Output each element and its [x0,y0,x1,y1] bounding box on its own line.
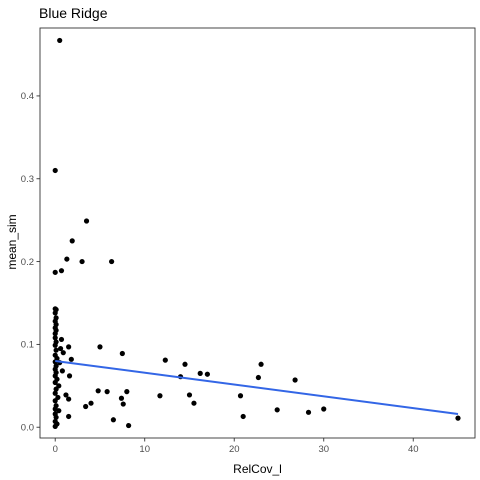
x-axis-title: RelCov_l [233,462,282,476]
y-tick-label: 0.4 [21,91,34,102]
data-point [57,37,63,44]
x-tick-label: 20 [229,444,240,455]
x-tick-label: 40 [408,444,419,455]
data-point [110,417,116,423]
data-point [52,398,58,404]
data-point [120,401,126,407]
data-point [60,350,66,356]
data-point [292,377,298,383]
data-point [124,389,130,395]
data-point [305,409,312,415]
x-tick-label: 0 [53,444,58,455]
data-point [52,167,58,174]
data-point [119,350,125,357]
data-point [53,386,59,392]
data-point [255,374,261,381]
data-point [52,331,58,337]
data-point [197,370,203,376]
data-point [52,379,58,386]
trend-line [55,359,459,415]
data-point [109,258,115,265]
data-point [97,344,103,350]
x-tick-label: 30 [318,444,329,455]
data-point [237,393,244,399]
data-point [126,422,132,429]
data-point [83,218,90,224]
y-tick-label: 0.0 [21,423,34,434]
data-point [52,310,58,316]
x-axis: 0 10 20 30 40 [53,438,419,455]
data-points [52,37,461,430]
data-point [52,423,58,430]
data-point [57,345,64,352]
data-point [321,406,327,412]
data-point [66,396,72,402]
data-point [66,413,72,420]
data-point [182,361,188,367]
y-tick-label: 0.3 [21,174,34,185]
data-point [191,400,197,406]
data-point [53,347,59,353]
data-point [258,361,264,367]
data-point [95,388,101,394]
data-point [162,357,168,363]
data-point [186,392,193,398]
data-point [66,373,73,379]
data-point [63,392,69,398]
data-point [88,400,94,406]
data-point [58,336,65,343]
data-point [455,415,461,421]
data-point [66,344,72,350]
data-point [68,356,74,362]
data-point [69,238,75,244]
data-point [79,258,85,265]
y-axis: 0.0 0.1 0.2 0.3 0.4 [21,91,40,434]
data-point [274,407,280,413]
data-point [240,413,246,420]
y-axis-title: mean_sim [5,214,19,269]
data-point [53,414,59,420]
plot-panel [39,27,476,439]
data-point [52,335,58,341]
data-point [56,408,62,414]
x-tick-label: 10 [139,444,150,455]
y-tick-label: 0.2 [21,257,34,268]
y-tick-label: 0.1 [21,340,34,351]
data-point [204,371,210,377]
data-point [52,390,58,396]
data-point [83,403,89,410]
data-point [157,393,163,399]
data-point [52,342,58,348]
data-point [52,269,58,275]
data-point [64,256,70,262]
data-point [59,368,65,374]
data-point [58,268,65,274]
data-point [118,395,125,401]
data-point [104,389,110,395]
chart-title: Blue Ridge [39,5,108,21]
